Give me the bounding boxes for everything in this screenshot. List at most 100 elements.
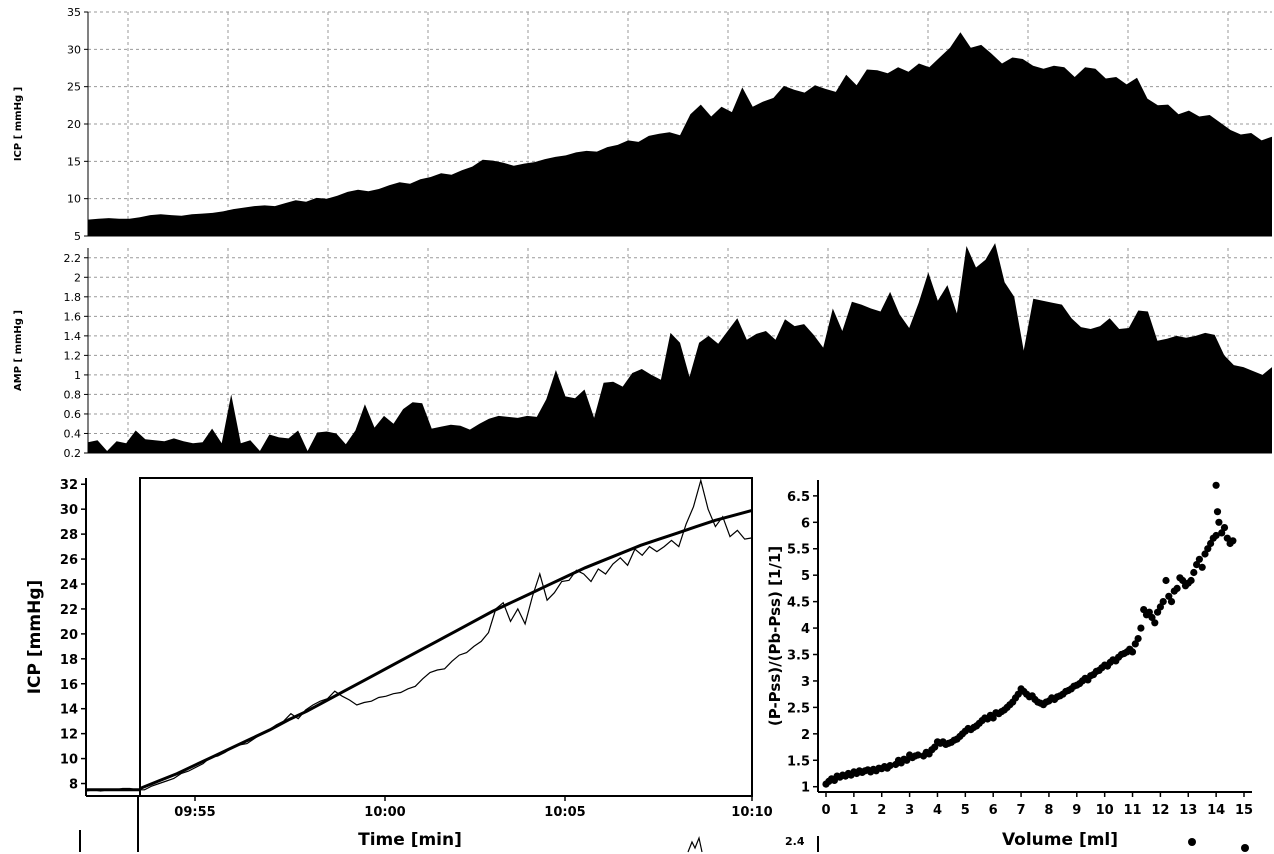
data-point [1215,518,1223,526]
x-tick-label: 4 [933,803,942,818]
x-tick-label: 15 [1235,803,1253,818]
icp-trend-area [88,32,1272,237]
x-tick-label: 3 [905,803,914,818]
y-tick-label: 4.5 [787,596,810,611]
y-tick-label: 3.5 [787,649,810,664]
data-point [1223,534,1231,542]
y-tick-label: 2 [74,271,81,284]
y-tick-label: 15 [67,155,81,168]
y-tick-label: 1.6 [64,310,82,323]
y-tick-label: 20 [60,628,78,643]
bottom-trace [687,835,703,853]
data-point [1212,481,1220,489]
x-tick-label: 10 [1096,803,1114,818]
y-tick-label: 24 [60,578,78,593]
x-tick-label: 10:10 [731,805,772,820]
y-tick-label: 2 [801,728,810,743]
data-point [1173,584,1181,593]
amp-trend-panel: 0.2 0.4 0.6 0.8 1 1.2 1.4 1.6 1.8 2 2.2 AMP [ mmHg … [13,243,1272,460]
data-point [1193,561,1201,569]
y-tick-label: 6 [801,516,810,531]
x-tick-label: 1 [849,803,858,818]
amp-trend-area [88,243,1272,453]
data-point [1162,576,1170,585]
y-tick-label: 3 [801,675,810,690]
fit-window-frame [139,477,753,797]
y-tick-label: 1.5 [787,754,810,769]
y-tick-label: 4 [801,622,810,637]
x-axis-label: Volume [ml] [1002,830,1118,850]
data-point [1145,608,1153,616]
y-tick-label: 20 [67,118,81,131]
x-tick-label: 8 [1044,803,1053,818]
data-point [1220,524,1229,532]
y-tick-label: 18 [60,653,78,668]
y-tick-label: 0.8 [64,388,82,401]
y-tick-label: 25 [67,81,81,94]
x-tick-label: 10:05 [544,805,585,820]
x-tick-label: 09:55 [174,805,215,820]
y-axis-label: ICP [ mmHg ] [13,87,24,161]
y-tick-label: 1.4 [64,330,82,343]
y-tick-label: 10 [67,193,81,206]
bottom-data-point [1241,844,1249,852]
y-tick-label: 1 [74,369,81,382]
icp-fit-panel: 8 10 12 14 16 18 20 22 24 26 28 30 32 09:55 10:00 10:05… [25,477,773,853]
y-tick-label: 32 [60,478,78,493]
data-point [1201,550,1209,558]
y-tick-label: 2.2 [64,252,82,265]
x-tick-label: 2 [877,803,886,818]
x-tick-label: 14 [1207,803,1225,818]
data-point [989,714,997,722]
y-tick-label: 0.4 [64,427,82,440]
y-tick-label: 26 [60,553,78,568]
data-point [1187,576,1195,585]
y-tick-label: 5.5 [787,543,810,558]
data-point [1148,613,1156,622]
data-point [1207,539,1215,548]
x-tick-label: 0 [821,803,830,818]
x-tick-label: 7 [1017,803,1026,818]
data-point [1014,690,1022,698]
bottom-strip: 2.4 [785,835,805,848]
y-tick-label: 0.6 [64,408,82,421]
x-tick-label: 12 [1151,803,1169,818]
y-tick-label: 35 [67,6,81,19]
y-tick-label: 5 [801,569,810,584]
x-tick-label: 10:00 [364,805,405,820]
y-tick-label: 28 [60,528,78,543]
y-tick-label: 6.5 [787,490,810,505]
data-point [1195,555,1203,563]
y-tick-label: 10 [60,753,78,768]
data-point [1137,624,1145,632]
data-point [1213,508,1222,516]
data-point [1134,635,1142,643]
y-tick-label: 12 [60,728,78,743]
data-point [1156,603,1164,611]
bottom-data-point [1188,838,1196,846]
data-point [1159,598,1167,606]
x-tick-label: 9 [1072,803,1081,818]
data-point [931,743,939,751]
y-tick-label: 1.2 [64,349,82,362]
y-tick-label: 16 [60,678,78,693]
y-axis-label: AMP [ mmHg ] [13,310,24,391]
data-point [914,751,922,759]
y-axis-label: (P-Pss)/(Pb-Pss) [1/1] [766,546,784,726]
y-tick-label: 30 [60,503,78,518]
data-point [1229,537,1237,545]
y-tick-label: 14 [60,703,78,718]
data-point [886,762,894,770]
icp-trend-panel: 5 10 15 20 25 30 35 ICP [ mmHg ] [13,6,1272,243]
y-tick-label: 8 [69,778,78,793]
data-point [1218,529,1226,537]
pressure-ratio-panel: 11.522.533.544.555.566.50 1 2 3 4 5 6 7 8 9 10 11 12… [766,480,1253,852]
data-point [1179,576,1187,585]
y-tick-label: 5 [74,230,81,243]
bottom-strip-label: 2.4 [785,835,805,848]
data-point [903,756,911,764]
y-tick-label: 1 [801,781,810,796]
y-tick-label: 0.2 [64,447,82,460]
x-tick-label: 6 [989,803,998,818]
data-point [1212,531,1220,540]
